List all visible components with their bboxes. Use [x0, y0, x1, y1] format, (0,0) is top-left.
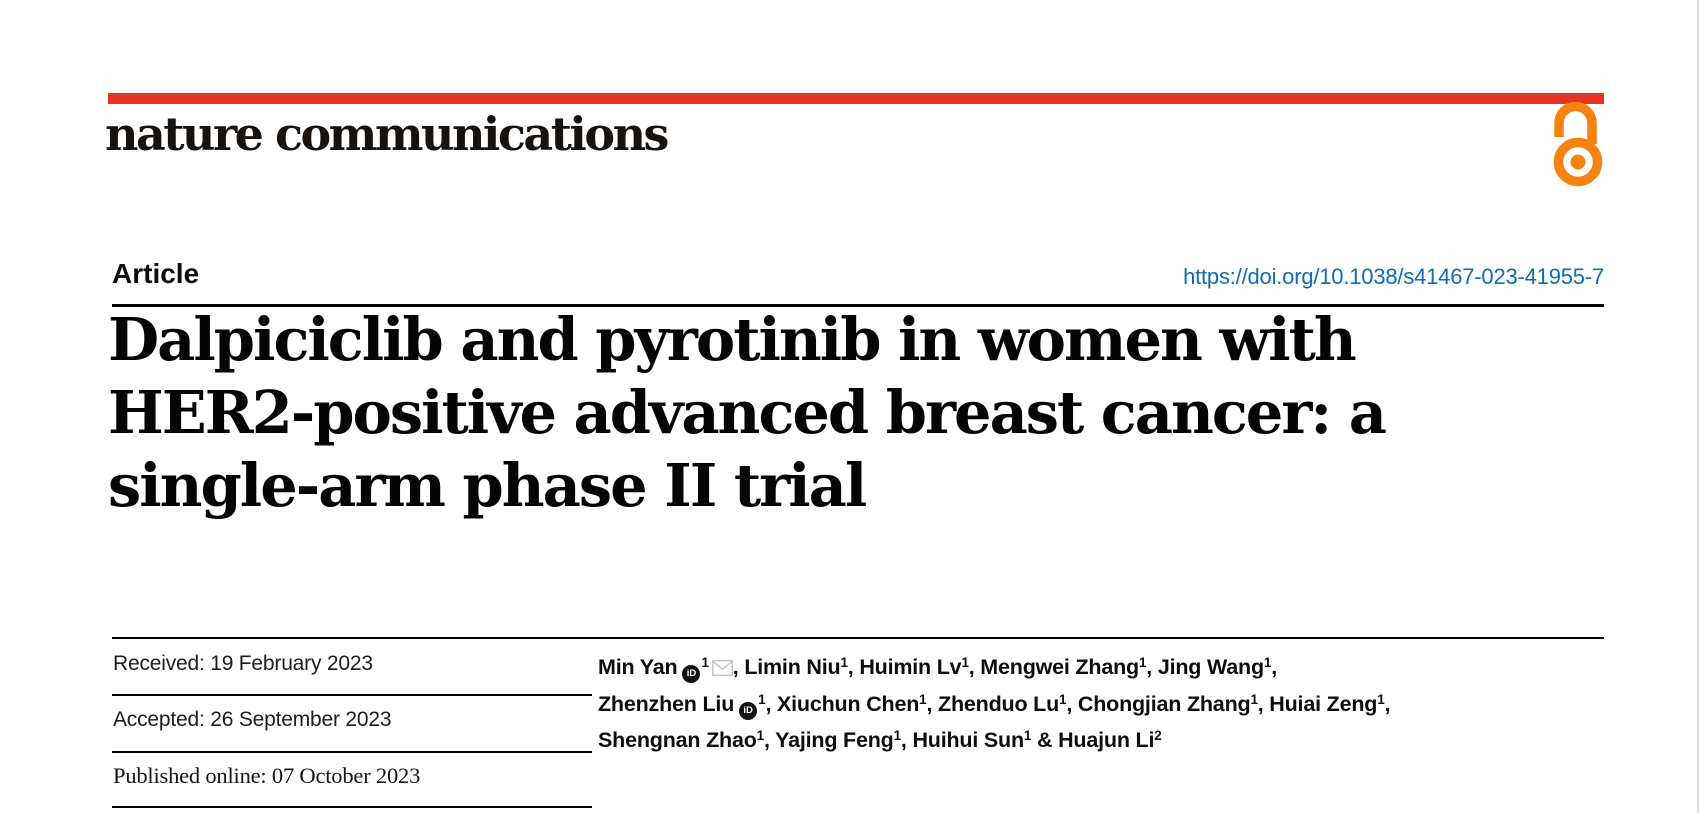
author-affiliation-superscript: 1 [893, 728, 902, 743]
history-divider-3 [112, 806, 592, 808]
author-separator: , [763, 728, 776, 752]
author-name: Huiai Zeng [1269, 691, 1378, 716]
author-affiliation-superscript: 1 [961, 655, 969, 670]
author-name: Mengwei Zhang [980, 655, 1139, 679]
open-access-icon[interactable] [1552, 101, 1604, 193]
masthead-rule [108, 93, 1604, 104]
author-separator: , [926, 691, 939, 716]
author-line: Zhenzhen Liu iD1, Xiuchun Chen1, Zhenduo … [598, 686, 1618, 723]
author-separator: , [765, 691, 778, 716]
author-separator: , [847, 655, 860, 679]
author-name: Chongjian Zhang [1077, 691, 1251, 716]
author-affiliation-superscript: 1 [1377, 691, 1385, 707]
author-affiliation-superscript: 1 [701, 655, 709, 670]
orcid-icon[interactable]: iD [739, 701, 758, 720]
received-date: Received: 19 February 2023 [113, 652, 373, 675]
author-separator: , [1146, 655, 1158, 679]
author-affiliation-superscript: 1 [919, 691, 927, 707]
author-name: Huihui Sun [912, 728, 1024, 752]
title-line: single-arm phase II trial [108, 451, 867, 520]
author-affiliation-superscript: 1 [1138, 655, 1147, 670]
doi-link[interactable]: https://doi.org/10.1038/s41467-023-41955… [1183, 264, 1604, 289]
author-separator: , [1257, 691, 1270, 716]
history-divider-1 [112, 694, 592, 696]
header-divider [112, 304, 1604, 307]
author-name: Jing Wang [1157, 655, 1264, 679]
author-separator: , [900, 728, 913, 752]
author-separator: & [1031, 728, 1059, 752]
author-affiliation-superscript: 1 [1023, 728, 1032, 743]
accepted-date: Accepted: 26 September 2023 [113, 708, 392, 731]
journal-wordmark: nature communications [105, 107, 669, 161]
author-affiliation-superscript: 2 [1154, 728, 1162, 743]
page-edge-line [1697, 0, 1699, 813]
published-date: Published online: 07 October 2023 [113, 763, 421, 788]
author-name: Huajun Li [1058, 728, 1155, 752]
author-separator: , [732, 655, 745, 679]
content-divider [112, 637, 1604, 639]
author-affiliation-superscript: 1 [1250, 691, 1258, 707]
author-name: Zhenduo Lu [938, 691, 1060, 716]
author-affiliation-superscript: 1 [758, 691, 766, 707]
author-affiliation-superscript: 1 [840, 655, 848, 670]
author-name: Xiuchun Chen [777, 691, 920, 716]
author-name: Min Yan [598, 655, 678, 679]
email-icon[interactable] [711, 660, 733, 676]
title-line: Dalpiciclib and pyrotinib in women with [108, 305, 1357, 374]
author-name: Limin Niu [744, 655, 841, 679]
article-title: Dalpiciclib and pyrotinib in women with … [108, 303, 1588, 522]
author-separator: , [968, 655, 981, 679]
orcid-icon[interactable]: iD [682, 665, 701, 683]
author-affiliation-superscript: 1 [1263, 655, 1272, 670]
author-line: Min Yan iD1, Limin Niu1, Huimin Lv1, Meng… [598, 649, 1618, 686]
author-name: Zhenzhen Liu [598, 691, 735, 716]
author-separator: , [1384, 691, 1391, 716]
author-name: Yajing Feng [775, 728, 894, 752]
author-separator: , [1066, 691, 1078, 716]
author-separator: , [1271, 655, 1277, 679]
title-line: HER2-positive advanced breast cancer: a [108, 378, 1387, 447]
author-affiliation-superscript: 1 [756, 728, 765, 743]
author-name: Huimin Lv [859, 655, 962, 679]
author-lines: Min Yan iD1, Limin Niu1, Huimin Lv1, Meng… [598, 649, 1618, 759]
author-affiliation-superscript: 1 [1059, 691, 1067, 707]
article-type-label: Article [112, 258, 200, 289]
author-name: Shengnan Zhao [598, 728, 757, 752]
author-line: Shengnan Zhao1, Yajing Feng1, Huihui Sun… [598, 722, 1618, 759]
history-divider-2 [112, 751, 592, 753]
